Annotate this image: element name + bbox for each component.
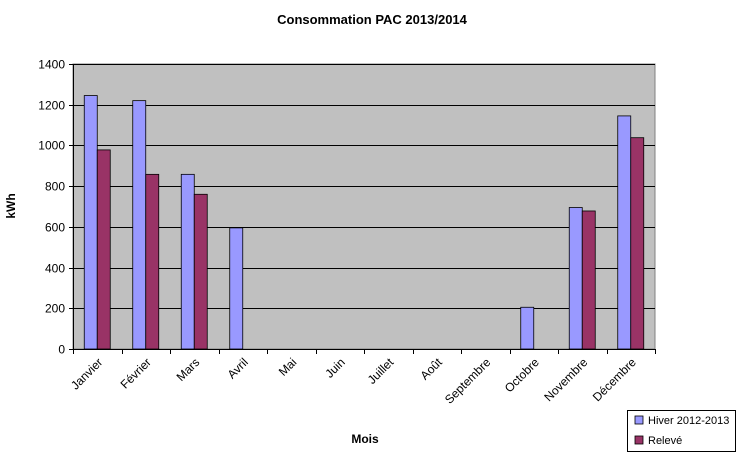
bar-hiver <box>83 95 98 350</box>
bar-releve <box>145 173 160 350</box>
x-axis-title: Mois <box>351 432 379 446</box>
legend-label: Relevé <box>648 435 682 447</box>
y-tick-labels: 0 200 400 600 800 1000 1200 1400 <box>38 58 65 357</box>
x-tick-label: Avril <box>225 355 251 381</box>
x-tick-label: Mai <box>276 355 300 379</box>
x-tick-label: Juin <box>322 355 347 380</box>
y-tick-label: 1400 <box>38 58 65 72</box>
bar-releve <box>630 137 645 350</box>
grid-lines <box>73 64 655 309</box>
y-tick-label: 1000 <box>38 139 65 153</box>
bar-releve <box>96 149 111 350</box>
y-tick-label: 0 <box>58 343 65 357</box>
bar-hiver <box>229 227 244 350</box>
legend-label: Hiver 2012-2013 <box>648 415 729 427</box>
x-tick-label: Août <box>418 355 446 383</box>
y-tick-label: 600 <box>45 221 65 235</box>
x-tick-label: Octobre <box>502 355 542 395</box>
x-tick-label: Mars <box>174 355 203 384</box>
axes <box>69 64 656 354</box>
bar-hiver <box>617 115 632 350</box>
x-tick-label: Décembre <box>590 355 639 404</box>
y-tick-label: 1200 <box>38 99 65 113</box>
legend-swatch <box>634 415 644 425</box>
legend-box <box>627 410 736 452</box>
bar-releve <box>193 193 208 350</box>
x-tick-label: Juillet <box>365 355 397 387</box>
chart-title: Consommation PAC 2013/2014 <box>277 12 468 27</box>
y-axis-title: kWh <box>4 193 18 218</box>
bar-hiver <box>520 306 535 350</box>
y-tick-label: 800 <box>45 180 65 194</box>
bar-hiver <box>180 173 195 350</box>
legend-swatch <box>634 435 644 445</box>
plot-area <box>72 63 656 350</box>
y-tick-label: 200 <box>45 302 65 316</box>
x-tick-label: Janvier <box>68 355 105 392</box>
y-tick-label: 400 <box>45 262 65 276</box>
x-tick-label: Février <box>118 355 154 391</box>
bars <box>83 95 645 350</box>
legend: Hiver 2012-2013 Relevé <box>627 410 736 452</box>
x-tick-label: Septembre <box>442 355 494 407</box>
bar-hiver <box>568 207 583 350</box>
bar-releve <box>581 210 596 350</box>
bar-hiver <box>132 100 147 350</box>
x-tick-label: Novembre <box>541 355 590 404</box>
x-tick-labels: Janvier Février Mars Avril Mai Juin Juillet Aoû… <box>68 355 639 407</box>
